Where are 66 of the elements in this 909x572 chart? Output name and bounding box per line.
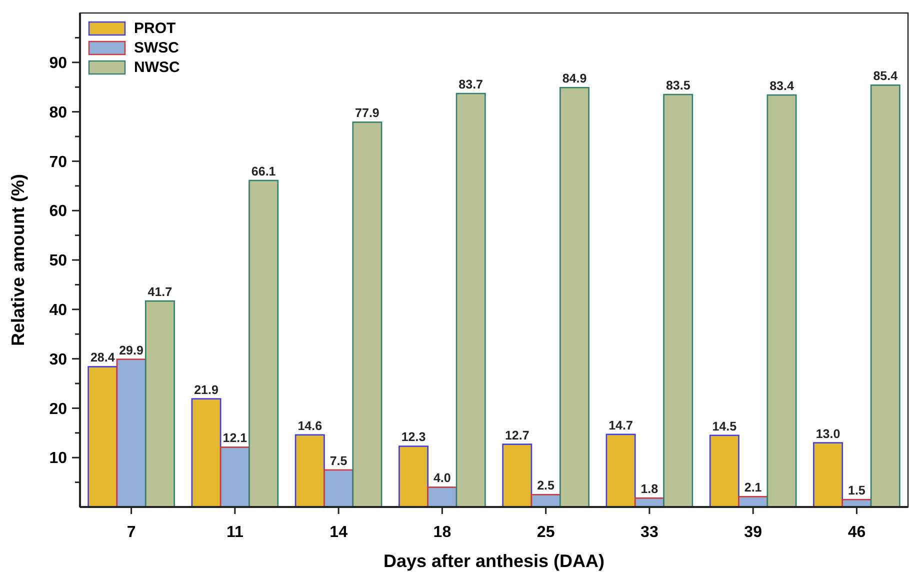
bar — [606, 434, 636, 508]
data-label: 12.3 — [401, 430, 426, 444]
data-label: 7.5 — [330, 454, 348, 468]
bar — [248, 180, 279, 508]
bar — [456, 92, 486, 508]
x-tick-label: 18 — [433, 524, 452, 541]
data-label: 14.5 — [712, 419, 737, 434]
data-label: 14.6 — [298, 418, 322, 433]
data-label: 66.1 — [251, 164, 276, 178]
bar — [560, 86, 590, 508]
data-label: 28.4 — [90, 350, 115, 365]
bar — [220, 446, 250, 508]
bar — [144, 300, 175, 508]
x-tick-label: 46 — [848, 524, 866, 541]
data-label: 1.8 — [640, 482, 658, 496]
data-label: 4.0 — [433, 471, 451, 486]
y-tick-label: 30 — [49, 351, 68, 368]
bar — [813, 442, 844, 508]
bar — [709, 434, 740, 508]
y-tick-label: 40 — [49, 302, 68, 319]
data-label: 84.9 — [562, 72, 587, 86]
data-label: 85.4 — [873, 69, 898, 84]
data-label: 83.7 — [458, 78, 484, 92]
y-tick-label: 50 — [49, 252, 68, 270]
legend-label: PROT — [134, 20, 176, 37]
data-label: 12.1 — [222, 431, 248, 446]
y-tick-label: 60 — [49, 203, 68, 220]
data-label: 83.5 — [666, 78, 690, 93]
y-tick-label: 70 — [49, 154, 68, 171]
legend-label: SWSC — [134, 40, 180, 56]
bar — [663, 94, 694, 508]
bar — [766, 94, 797, 508]
y-tick-label: 20 — [49, 400, 68, 418]
data-label: 83.4 — [770, 79, 794, 94]
legend-label: NWSC — [134, 59, 180, 76]
x-tick-label: 25 — [536, 524, 555, 541]
data-label: 13.0 — [816, 426, 840, 441]
y-tick-label: 90 — [49, 55, 68, 72]
bar — [398, 446, 428, 508]
x-tick-label: 33 — [640, 524, 658, 541]
bar — [502, 444, 532, 508]
bar — [191, 398, 222, 508]
data-label: 2.5 — [537, 478, 555, 493]
data-label: 21.9 — [194, 382, 218, 397]
bar — [324, 469, 354, 508]
x-tick-label: 11 — [226, 524, 244, 541]
x-tick-label: 7 — [126, 524, 136, 541]
bar — [88, 366, 118, 508]
y-tick-label: 10 — [49, 450, 68, 468]
bar — [116, 358, 146, 508]
x-tick-label: 14 — [330, 524, 348, 541]
bar — [294, 434, 325, 508]
y-tick-label: 80 — [49, 104, 68, 122]
x-axis-title: Days after anthesis (DAA) — [383, 551, 605, 571]
bar — [870, 84, 900, 508]
bar — [352, 122, 382, 508]
x-tick-label: 39 — [744, 524, 762, 541]
bar — [427, 486, 458, 508]
y-axis-title: Relative amount (%) — [8, 174, 28, 346]
data-label: 1.5 — [848, 484, 866, 498]
data-label: 41.7 — [148, 285, 172, 299]
data-label: 77.9 — [355, 106, 380, 120]
data-label: 14.7 — [608, 418, 633, 432]
data-label: 12.7 — [504, 428, 530, 442]
data-label: 2.1 — [744, 480, 762, 495]
data-label: 29.9 — [119, 343, 144, 358]
